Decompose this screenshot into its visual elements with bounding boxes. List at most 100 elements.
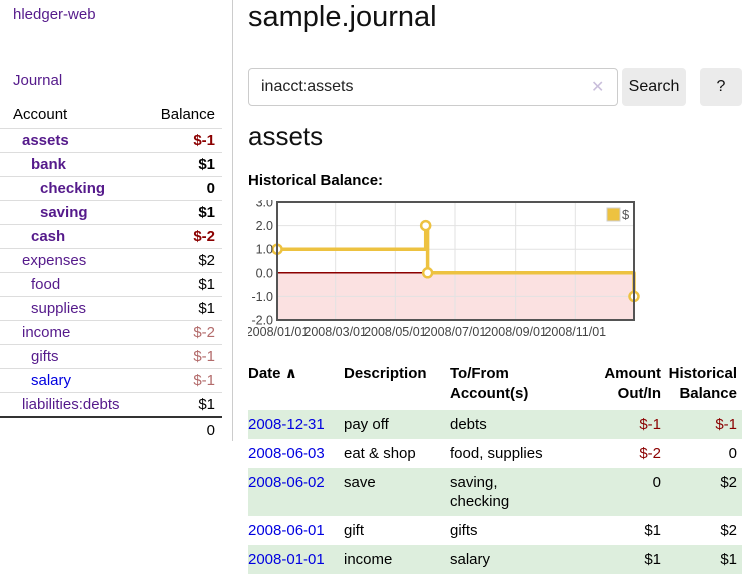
account-table-header: Account Balance [0, 103, 222, 129]
transaction-date-link[interactable]: 2008-06-01 [248, 522, 325, 539]
y-tick-label: -2.0 [251, 314, 273, 328]
register-row: 2008-06-03 eat & shop food, supplies $-2 0 [248, 439, 742, 468]
transaction-date: 2008-06-03 [248, 439, 344, 468]
transaction-date: 2008-12-31 [248, 410, 344, 439]
y-tick-label: 1.0 [256, 243, 273, 257]
account-link[interactable]: cash [31, 228, 66, 245]
register-row: 2008-12-31 pay off debts $-1 $-1 [248, 410, 742, 439]
total-balance: 0 [206, 422, 215, 439]
account-row: salary $-1 [0, 369, 222, 393]
transaction-accounts: saving, checking [450, 474, 510, 510]
account-balance: $1 [198, 300, 215, 317]
search-bar: ✕ Search ? [248, 68, 742, 106]
search-input[interactable] [248, 68, 618, 106]
account-link[interactable]: checking [40, 180, 106, 197]
account-balance: $-1 [193, 132, 215, 149]
y-tick-label: 2.0 [256, 219, 273, 233]
account-row: cash $-2 [0, 225, 222, 249]
search-button[interactable]: Search [622, 68, 686, 106]
account-link[interactable]: income [22, 324, 71, 341]
description-column-header: Description [344, 365, 427, 382]
transaction-description: eat & shop [344, 445, 416, 462]
accounts-column-header: To/From Account(s) [450, 365, 529, 402]
transaction-accounts: food, supplies [450, 445, 543, 462]
account-balance: $-2 [193, 324, 215, 341]
x-tick-label: 2008/07/01 [424, 325, 487, 339]
transaction-balance: $1 [720, 551, 737, 568]
transaction-description: income [344, 551, 393, 568]
transaction-date-link[interactable]: 2008-06-03 [248, 445, 325, 462]
transaction-description: gift [344, 522, 365, 539]
transaction-balance: $2 [720, 522, 737, 539]
account-row: supplies $1 [0, 297, 222, 321]
amount-column-header: Amount Out/In [604, 365, 661, 402]
help-button[interactable]: ? [700, 68, 742, 106]
account-column-header: Account [13, 106, 68, 123]
account-link[interactable]: liabilities:debts [22, 396, 120, 413]
transaction-date-link[interactable]: 2008-12-31 [248, 416, 325, 433]
account-balance: 0 [206, 180, 215, 197]
account-row: saving $1 [0, 201, 222, 225]
legend-label: $ [622, 207, 630, 222]
account-balance: $-1 [193, 348, 215, 365]
x-tick-label: 2008/09/01 [484, 325, 547, 339]
data-point-marker [419, 219, 432, 232]
transaction-description: pay off [344, 416, 389, 433]
account-row: gifts $-1 [0, 345, 222, 369]
account-balance: $-1 [193, 372, 215, 389]
x-tick-label: 2008/11/01 [544, 325, 606, 339]
transaction-amount: $1 [644, 551, 661, 568]
account-link[interactable]: saving [40, 204, 88, 221]
transaction-date-link[interactable]: 2008-01-01 [248, 551, 325, 568]
account-link[interactable]: expenses [22, 252, 87, 269]
account-link[interactable]: food [31, 276, 61, 293]
page-title: sample.journal [248, 1, 437, 33]
account-link[interactable]: gifts [31, 348, 59, 365]
register-row: 2008-01-01 income salary $1 $1 [248, 545, 742, 574]
transaction-balance: 0 [728, 445, 737, 462]
transaction-amount: $1 [644, 522, 661, 539]
sort-ascending-icon: ∧ [284, 365, 297, 382]
account-row: bank $1 [0, 153, 222, 177]
sidebar-item-journal[interactable]: Journal [13, 72, 63, 89]
account-balance: $1 [198, 156, 215, 173]
y-tick-label: 3.0 [256, 200, 273, 210]
sidebar-divider [232, 0, 233, 441]
transaction-balance: $2 [720, 474, 737, 491]
account-link[interactable]: assets [22, 132, 69, 149]
transaction-amount: 0 [652, 474, 661, 491]
account-total-row: 0 [0, 416, 222, 442]
clear-search-icon[interactable]: ✕ [591, 79, 605, 96]
register-header-row: Date ∧ Description To/From Account(s) Am… [248, 360, 742, 410]
transaction-date: 2008-06-02 [248, 468, 344, 516]
account-balance: $1 [198, 276, 215, 293]
transaction-accounts: debts [450, 416, 487, 433]
account-heading: assets [248, 121, 324, 151]
app-title-link[interactable]: hledger-web [13, 6, 96, 23]
data-point-marker [421, 267, 434, 279]
plot-border [276, 201, 635, 321]
transaction-amount: $-2 [639, 445, 661, 462]
account-tree: assets $-1 bank $1 checking 0 saving $1 cash $-2 e… [0, 129, 222, 416]
register-table: Date ∧ Description To/From Account(s) Am… [248, 360, 742, 574]
transaction-date-link[interactable]: 2008-06-02 [248, 474, 325, 491]
account-row: income $-2 [0, 321, 222, 345]
transaction-balance: $-1 [715, 416, 737, 433]
date-column-header[interactable]: Date ∧ [248, 365, 297, 382]
account-link[interactable]: bank [31, 156, 67, 173]
account-link[interactable]: salary [31, 372, 72, 389]
account-balance: $1 [198, 396, 215, 413]
transaction-date: 2008-01-01 [248, 545, 344, 574]
balance-chart: $3.0 2.0 1.0 0.0 -1.0 -2.02008/01/012008/03/0… [248, 200, 640, 339]
chart-title: Historical Balance: [248, 172, 384, 189]
account-row: assets $-1 [0, 129, 222, 153]
account-balance: $2 [198, 252, 215, 269]
account-balance: $-2 [193, 228, 215, 245]
account-row: liabilities:debts $1 [0, 393, 222, 416]
account-link[interactable]: supplies [31, 300, 87, 317]
transaction-accounts: salary [450, 551, 491, 568]
x-tick-label: 2008/01/01 [248, 325, 308, 339]
account-row: food $1 [0, 273, 222, 297]
account-balance-table: Account Balance assets $-1 bank $1 checking 0… [0, 103, 222, 442]
